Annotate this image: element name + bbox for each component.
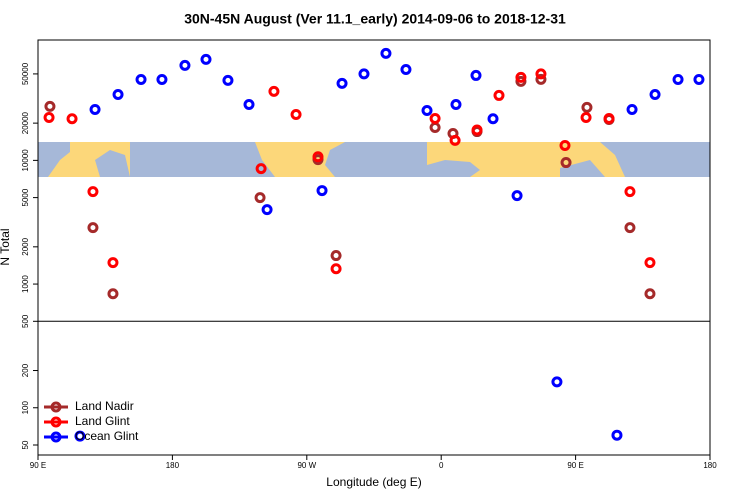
chart-title: 30N-45N August (Ver 11.1_early) 2014-09-… <box>184 11 566 27</box>
point <box>312 151 324 163</box>
y-tick-label: 20000 <box>21 111 30 134</box>
legend-marker <box>50 431 62 443</box>
point <box>179 59 191 71</box>
point <box>358 68 370 80</box>
y-tick-label: 200 <box>21 363 30 377</box>
point <box>254 192 266 204</box>
point <box>200 53 212 65</box>
point <box>581 101 593 113</box>
x-tick-label: 90 E <box>567 461 583 470</box>
point <box>135 73 147 85</box>
point <box>243 98 255 110</box>
point <box>649 88 661 100</box>
point <box>107 288 119 300</box>
y-tick-label: 500 <box>21 314 30 328</box>
y-axis-label: N Total <box>0 228 12 265</box>
plot-frame <box>37 39 711 456</box>
x-tick-label: 90 E <box>30 461 46 470</box>
point <box>644 288 656 300</box>
point <box>268 85 280 97</box>
point <box>471 124 483 136</box>
point <box>44 100 56 112</box>
y-tick-label: 10000 <box>21 149 30 172</box>
point <box>515 71 527 83</box>
point <box>400 63 412 75</box>
point <box>603 113 615 125</box>
point <box>222 74 234 86</box>
point <box>330 250 342 262</box>
y-tick-label: 100 <box>21 401 30 415</box>
point <box>107 257 119 269</box>
point <box>470 69 482 81</box>
point <box>449 134 461 146</box>
point <box>535 68 547 80</box>
point <box>644 257 656 269</box>
legend-label: Land Glint <box>75 414 130 428</box>
point <box>624 222 636 234</box>
x-tick-label: 180 <box>703 461 717 470</box>
point <box>89 103 101 115</box>
y-tick-label: 50 <box>21 440 30 449</box>
point <box>336 77 348 89</box>
point <box>450 98 462 110</box>
point <box>560 157 572 169</box>
point <box>511 190 523 202</box>
legend-marker <box>50 401 62 413</box>
point <box>330 263 342 275</box>
point <box>624 186 636 198</box>
point <box>487 113 499 125</box>
y-tick-label: 5000 <box>21 188 30 206</box>
x-axis-label: Longitude (deg E) <box>326 475 421 489</box>
point <box>66 113 78 125</box>
point <box>611 429 623 441</box>
point <box>551 376 563 388</box>
point <box>74 430 86 442</box>
map-band <box>38 142 710 177</box>
point <box>626 103 638 115</box>
point <box>580 112 592 124</box>
point <box>87 186 99 198</box>
point <box>429 113 441 125</box>
x-tick-label: 180 <box>166 461 180 470</box>
point <box>316 185 328 197</box>
point <box>421 105 433 117</box>
point <box>156 73 168 85</box>
x-tick-label: 90 W <box>297 461 316 470</box>
y-tick-label: 1000 <box>21 275 30 293</box>
point <box>429 121 441 133</box>
point <box>693 73 705 85</box>
legend-label: Land Nadir <box>75 399 134 413</box>
y-tick-label: 50000 <box>21 62 30 85</box>
point <box>559 139 571 151</box>
legend-label: Ocean Glint <box>75 429 139 443</box>
point <box>493 89 505 101</box>
point <box>672 73 684 85</box>
point <box>515 75 527 87</box>
point <box>261 204 273 216</box>
point <box>255 163 267 175</box>
legend-marker <box>50 416 62 428</box>
point <box>87 222 99 234</box>
point <box>290 108 302 120</box>
x-tick-label: 0 <box>439 461 444 470</box>
y-tick-label: 2000 <box>21 237 30 255</box>
point <box>43 112 55 124</box>
point <box>380 47 392 59</box>
point <box>535 73 547 85</box>
point <box>112 88 124 100</box>
